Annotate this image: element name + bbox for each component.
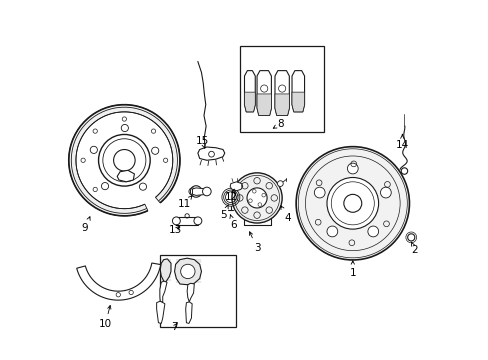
Text: 1: 1: [349, 261, 355, 278]
Text: 10: 10: [99, 306, 112, 329]
Text: 3: 3: [249, 232, 260, 253]
Circle shape: [367, 226, 378, 237]
Polygon shape: [160, 281, 167, 303]
Text: 7: 7: [171, 322, 178, 332]
Polygon shape: [244, 71, 255, 112]
Text: 6: 6: [229, 215, 237, 230]
Text: 15: 15: [195, 136, 208, 148]
Text: 5: 5: [220, 205, 228, 220]
Text: 9: 9: [81, 217, 90, 233]
Circle shape: [246, 188, 266, 208]
Circle shape: [231, 173, 282, 223]
Text: 13: 13: [169, 225, 182, 235]
Polygon shape: [185, 302, 192, 323]
Circle shape: [260, 85, 267, 92]
Text: 11: 11: [178, 196, 191, 210]
Text: 4: 4: [280, 206, 290, 222]
Circle shape: [172, 217, 180, 225]
Circle shape: [296, 147, 408, 260]
Text: 12: 12: [224, 189, 237, 202]
Text: 14: 14: [395, 134, 408, 150]
Circle shape: [326, 226, 337, 237]
Polygon shape: [291, 71, 304, 112]
Circle shape: [400, 168, 407, 174]
Circle shape: [326, 177, 378, 229]
Text: 8: 8: [273, 119, 283, 129]
Polygon shape: [69, 105, 180, 216]
Circle shape: [380, 187, 390, 198]
Circle shape: [277, 181, 283, 186]
Text: 2: 2: [410, 242, 417, 255]
Polygon shape: [274, 94, 289, 116]
Circle shape: [314, 187, 325, 198]
Circle shape: [407, 234, 414, 241]
Circle shape: [278, 85, 285, 92]
Circle shape: [99, 134, 150, 186]
Polygon shape: [192, 188, 206, 195]
Circle shape: [113, 149, 135, 171]
Polygon shape: [291, 92, 304, 112]
Bar: [160, 255, 235, 327]
Circle shape: [190, 186, 202, 197]
Circle shape: [202, 187, 211, 196]
Circle shape: [194, 217, 202, 225]
Polygon shape: [230, 182, 242, 191]
Polygon shape: [160, 259, 171, 282]
Polygon shape: [198, 147, 224, 160]
Bar: [239, 45, 324, 132]
Polygon shape: [156, 301, 164, 323]
Bar: [176, 217, 198, 225]
Polygon shape: [274, 71, 289, 116]
Circle shape: [102, 139, 145, 182]
Polygon shape: [77, 263, 161, 300]
Circle shape: [346, 163, 357, 174]
Polygon shape: [187, 283, 194, 302]
Polygon shape: [174, 258, 201, 285]
Polygon shape: [257, 71, 271, 116]
Polygon shape: [244, 92, 255, 112]
Circle shape: [180, 264, 195, 279]
Polygon shape: [257, 94, 271, 116]
Polygon shape: [117, 170, 134, 182]
